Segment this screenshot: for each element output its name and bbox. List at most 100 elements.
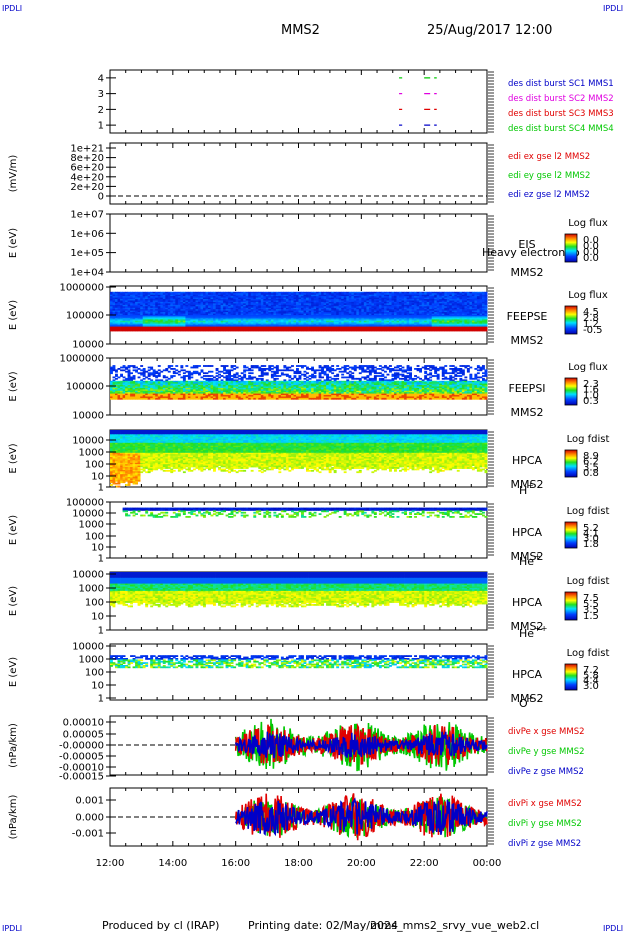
feeps_e-cell: [155, 316, 159, 319]
feeps_e-cell: [446, 315, 450, 317]
feeps_e-cell: [368, 300, 372, 303]
feeps_e-cell: [147, 312, 151, 314]
feeps_e-cell: [273, 306, 277, 309]
feeps_e-cell: [476, 309, 480, 312]
feeps_e-cell: [341, 313, 345, 316]
feeps_e-cell: [464, 306, 468, 309]
feeps_e-cell: [476, 303, 480, 306]
feeps_e-cell: [223, 297, 226, 300]
feeps_e-cell: [122, 310, 126, 313]
feeps_e-cell: [323, 313, 327, 316]
feeps_e-cell: [115, 313, 118, 316]
feeps_e-cell: [336, 316, 340, 319]
feeps_e-cell: [444, 310, 448, 313]
feeps_e-cell: [429, 307, 433, 310]
feeps_e-cell: [291, 299, 294, 301]
feeps_e-cell: [414, 294, 417, 297]
feeps_e-cell: [195, 306, 199, 309]
feeps_e-cell: [258, 310, 262, 313]
feeps_e-cell: [476, 310, 480, 313]
feeps_e-cell: [389, 300, 392, 303]
feeps_e-cell: [338, 300, 342, 303]
feeps_e-cell: [401, 303, 405, 306]
feeps_e-cell: [293, 304, 297, 307]
feeps_e-cell: [471, 303, 475, 306]
feeps_e-cell: [187, 312, 191, 314]
feeps_e-cell: [218, 313, 221, 316]
feeps_e-cell: [323, 309, 327, 312]
feeps_e-cell: [240, 310, 244, 313]
feeps_e-cell: [208, 329, 211, 332]
feeps_e-cell: [220, 300, 224, 303]
feeps_e-cell: [386, 304, 390, 307]
feeps_i-cell: [238, 375, 242, 377]
feeps_e-cell: [381, 306, 385, 309]
feeps_e-cell: [419, 312, 422, 314]
feeps_e-cell: [253, 297, 257, 300]
feeps_i-cell: [426, 373, 430, 376]
feeps_i-cell: [303, 370, 307, 373]
feeps_e-cell: [233, 297, 237, 300]
feeps_e-cell: [343, 307, 347, 310]
feeps_e-cell: [351, 296, 355, 298]
feeps_e-cell: [421, 312, 425, 314]
feeps_i-cell: [250, 366, 254, 369]
feeps_e-cell: [341, 293, 345, 296]
feeps_i-cell: [223, 369, 226, 372]
feeps_e-cell: [308, 307, 312, 310]
feeps_e-cell: [456, 315, 460, 317]
feeps_e-cell: [152, 307, 156, 310]
feeps_e-cell: [399, 296, 402, 298]
feeps_e-cell: [311, 304, 314, 307]
feeps_e-cell: [368, 294, 372, 297]
feeps_e-cell: [471, 307, 475, 310]
feeps_e-cell: [356, 301, 360, 304]
feeps_e-cell: [373, 301, 377, 304]
feeps_e-cell: [338, 293, 342, 296]
feeps_e-cell: [411, 315, 415, 317]
feeps_e-cell: [406, 297, 410, 300]
feeps_e-cell: [218, 301, 221, 304]
feeps_e-cell: [175, 299, 179, 301]
feeps_e-cell: [424, 315, 428, 317]
feeps_e-cell: [419, 316, 422, 319]
feeps_e-cell: [298, 301, 302, 304]
feeps_e-cell: [399, 294, 402, 297]
feeps_e-cell: [416, 306, 420, 309]
feeps_e-cell: [235, 293, 239, 296]
feeps_e-cell: [220, 309, 224, 312]
feeps_e-cell: [444, 312, 448, 314]
feeps_e-cell: [396, 293, 400, 296]
edi-ytick-label: 8e+20: [70, 153, 104, 164]
feeps_e-cell: [293, 310, 297, 313]
feeps_e-cell: [155, 329, 159, 332]
feeps_e-cell: [112, 300, 116, 303]
feeps_e-cell: [436, 301, 440, 304]
feeps_e-cell: [268, 309, 272, 312]
feeps_e-cell: [228, 306, 231, 309]
feeps_e-cell: [409, 301, 412, 304]
feeps_e-cell: [449, 306, 453, 309]
feeps_e-cell: [436, 307, 440, 310]
feeps_e-cell: [283, 315, 287, 317]
feeps_i-cell: [152, 375, 156, 377]
feeps_e-cell: [285, 309, 289, 312]
feeps_i-cell: [175, 372, 179, 375]
feeps_e-cell: [120, 312, 123, 314]
feeps_e-cell: [260, 306, 264, 309]
feeps_i-cell: [416, 365, 420, 367]
feeps_e-cell: [464, 296, 468, 298]
feeps_e-cell: [167, 312, 171, 314]
feeps_e-cell: [411, 297, 415, 300]
feeps_e-cell: [409, 313, 412, 316]
feeps_e-cell: [318, 307, 322, 310]
feeps_e-cell: [203, 299, 206, 301]
feeps_e-cell: [192, 313, 196, 316]
feeps_e-cell: [200, 294, 204, 297]
feeps_e-cell: [135, 303, 138, 306]
feeps_e-cell: [213, 294, 216, 297]
edi-ytick-label: 6e+20: [70, 163, 104, 174]
feeps_e-cell: [230, 304, 234, 307]
feeps_e-cell: [409, 306, 412, 309]
feeps_e-cell: [255, 300, 259, 303]
